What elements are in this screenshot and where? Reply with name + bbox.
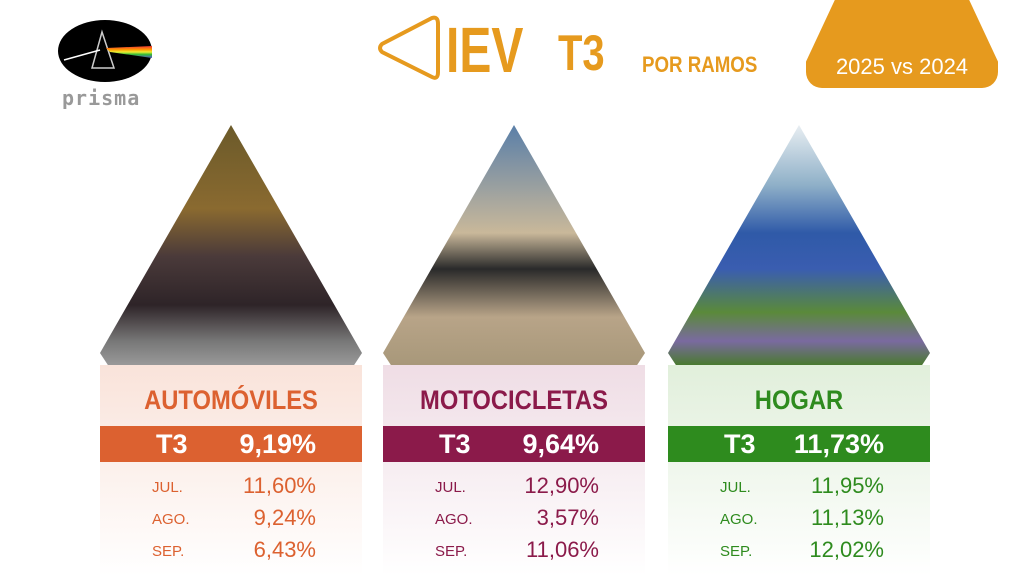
card-automóviles: AUTOMÓVILES T3 9,19% JUL. 11,60% AGO. 9,… xyxy=(100,125,362,576)
comparison-badge: 2025 vs 2024 xyxy=(806,0,998,88)
prisma-logo: prisma xyxy=(56,20,156,110)
page-title: IEV T3 POR RAMOS xyxy=(376,14,778,82)
card-motocicletas: MOTOCICLETAS T3 9,64% JUL. 12,90% AGO. 3… xyxy=(383,125,645,576)
quarter-total-bar: T3 9,64% xyxy=(383,426,645,462)
card-hogar: HOGAR T3 11,73% JUL. 11,95% AGO. 11,13% … xyxy=(668,125,930,576)
quarter-total-bar: T3 9,19% xyxy=(100,426,362,462)
category-name: HOGAR xyxy=(754,385,844,415)
motorcycle-photo xyxy=(383,125,645,365)
car-photo xyxy=(100,125,362,365)
card-panel: AUTOMÓVILES T3 9,19% JUL. 11,60% AGO. 9,… xyxy=(100,365,362,576)
category-name: MOTOCICLETAS xyxy=(420,385,608,415)
card-panel: HOGAR T3 11,73% JUL. 11,95% AGO. 11,13% … xyxy=(668,365,930,576)
quarter-total-bar: T3 11,73% xyxy=(668,426,930,462)
triangle-left-icon xyxy=(378,15,440,80)
card-panel: MOTOCICLETAS T3 9,64% JUL. 12,90% AGO. 3… xyxy=(383,365,645,576)
prism-eye-icon xyxy=(58,20,152,82)
category-name: AUTOMÓVILES xyxy=(144,385,318,415)
house-photo xyxy=(668,125,930,365)
